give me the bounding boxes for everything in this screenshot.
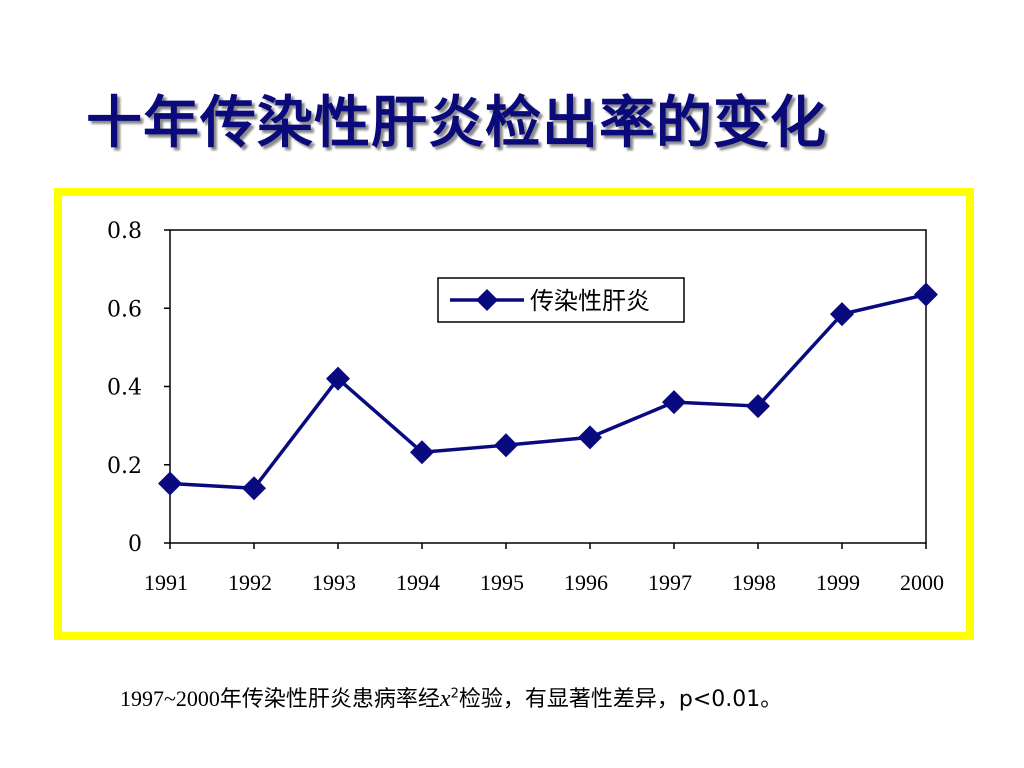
- x-tick-label: 1998: [732, 570, 776, 595]
- plot-area-border: [169, 229, 927, 544]
- y-tick-label: 0.8: [107, 219, 142, 244]
- footnote-prefix: 1997~2000年传染性肝炎患病率经: [120, 686, 440, 711]
- footnote-middle: 检验，有显著性差异，: [458, 687, 679, 712]
- legend-label: 传染性肝炎: [530, 287, 650, 315]
- chart-axes: 0 0.2 0.4 0.6 0.8 1991 1992 1993 1994 1995 1996 199…: [107, 219, 944, 595]
- data-point-marker: [242, 476, 266, 501]
- chi-square-symbol: x: [439, 686, 451, 712]
- data-point-marker: [578, 425, 602, 450]
- data-point-marker: [746, 394, 770, 419]
- slide-title: 十年传染性肝炎检出率的变化: [86, 91, 827, 156]
- x-tick-label: 1993: [312, 570, 356, 595]
- series-line: [169, 292, 927, 490]
- x-tick-label: 1999: [816, 570, 860, 595]
- legend-marker-swatch: [476, 289, 498, 311]
- y-tick-label: 0: [128, 532, 142, 557]
- data-point-marker: [914, 282, 938, 307]
- data-point-marker: [158, 471, 182, 496]
- x-tick-label: 1995: [480, 570, 524, 595]
- chart-legend: 传染性肝炎: [437, 277, 685, 323]
- x-tick-label: 1992: [228, 570, 272, 595]
- chart-frame: [54, 188, 974, 640]
- data-point-marker: [410, 440, 434, 465]
- y-tick-label: 0.2: [107, 454, 142, 479]
- chart-series: [158, 282, 938, 501]
- chi-square-exponent: 2: [450, 686, 459, 702]
- footnote-p-value: p<0.01。: [678, 687, 783, 712]
- data-point-marker: [494, 433, 518, 458]
- x-tick-label: 1994: [396, 570, 440, 595]
- data-point-marker: [662, 390, 686, 415]
- x-tick-label: 1996: [564, 570, 608, 595]
- x-tick-label: 2000: [900, 570, 944, 595]
- x-tick-label: 1991: [144, 570, 188, 595]
- data-point-marker: [326, 366, 350, 391]
- y-tick-label: 0.4: [107, 376, 142, 401]
- footnote: 1997~2000年传染性肝炎患病率经x2检验，有显著性差异，p<0.01。: [120, 681, 782, 713]
- y-tick-label: 0.6: [107, 297, 142, 322]
- data-point-marker: [830, 302, 854, 327]
- x-tick-label: 1997: [648, 570, 692, 595]
